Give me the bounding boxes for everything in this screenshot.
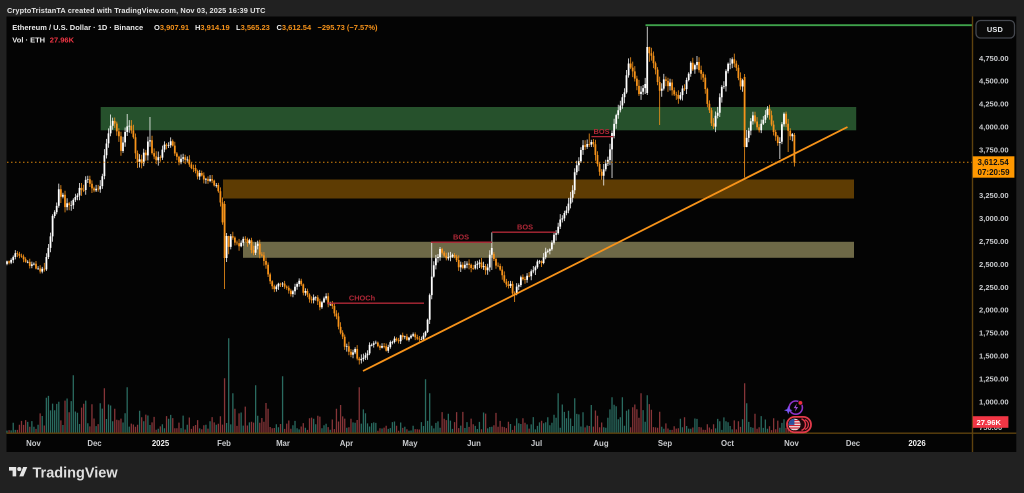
svg-text:2,500.00: 2,500.00 — [979, 260, 1009, 269]
svg-text:Nov: Nov — [26, 439, 41, 448]
svg-text:27.96K: 27.96K — [977, 418, 1002, 427]
svg-text:3,750.00: 3,750.00 — [979, 145, 1009, 154]
svg-text:BOS: BOS — [453, 233, 469, 242]
svg-text:1,000.00: 1,000.00 — [979, 397, 1009, 406]
svg-text:Jul: Jul — [531, 439, 542, 448]
svg-text:USD: USD — [987, 25, 1004, 34]
svg-text:CryptoTristanTA created with T: CryptoTristanTA created with TradingView… — [7, 6, 266, 15]
svg-text:27.96K: 27.96K — [50, 36, 75, 45]
svg-text:Apr: Apr — [340, 439, 353, 448]
svg-text:−295.73 (−7.57%): −295.73 (−7.57%) — [318, 23, 379, 32]
svg-text:2,000.00: 2,000.00 — [979, 306, 1009, 315]
svg-text:4,750.00: 4,750.00 — [979, 54, 1009, 63]
svg-text:1,500.00: 1,500.00 — [979, 352, 1009, 361]
svg-text:Mar: Mar — [276, 439, 290, 448]
svg-text:4,000.00: 4,000.00 — [979, 123, 1009, 132]
svg-text:BOS: BOS — [593, 127, 609, 136]
svg-text:2,750.00: 2,750.00 — [979, 237, 1009, 246]
svg-text:2,250.00: 2,250.00 — [979, 283, 1009, 292]
svg-text:07:20:59: 07:20:59 — [978, 168, 1011, 177]
svg-text:2025: 2025 — [152, 439, 170, 448]
svg-text:BOS: BOS — [517, 223, 533, 232]
svg-text:Feb: Feb — [217, 439, 231, 448]
svg-text:L3,565.23: L3,565.23 — [236, 23, 270, 32]
svg-text:CHOCh: CHOCh — [349, 294, 376, 303]
svg-text:O3,907.91: O3,907.91 — [154, 23, 189, 32]
svg-text:Dec: Dec — [846, 439, 861, 448]
svg-text:H3,914.19: H3,914.19 — [195, 23, 230, 32]
svg-text:1,250.00: 1,250.00 — [979, 374, 1009, 383]
svg-text:Vol · ETH: Vol · ETH — [12, 36, 45, 45]
svg-text:Nov: Nov — [784, 439, 799, 448]
svg-text:3,612.54: 3,612.54 — [978, 158, 1010, 167]
svg-text:4,250.00: 4,250.00 — [979, 100, 1009, 109]
svg-text:May: May — [402, 439, 418, 448]
svg-text:Oct: Oct — [721, 439, 734, 448]
svg-text:TradingView: TradingView — [33, 465, 119, 481]
svg-text:C3,612.54: C3,612.54 — [277, 23, 312, 32]
svg-text:Aug: Aug — [593, 439, 608, 448]
svg-text:4,500.00: 4,500.00 — [979, 77, 1009, 86]
svg-text:3,000.00: 3,000.00 — [979, 214, 1009, 223]
svg-text:2026: 2026 — [908, 439, 926, 448]
svg-text:3,250.00: 3,250.00 — [979, 191, 1009, 200]
svg-text:Jun: Jun — [467, 439, 481, 448]
svg-text:Ethereum / U.S. Dollar · 1D ·: Ethereum / U.S. Dollar · 1D · Binance — [12, 23, 143, 32]
svg-text:Sep: Sep — [658, 439, 673, 448]
svg-text:Dec: Dec — [87, 439, 102, 448]
svg-text:1,750.00: 1,750.00 — [979, 329, 1009, 338]
